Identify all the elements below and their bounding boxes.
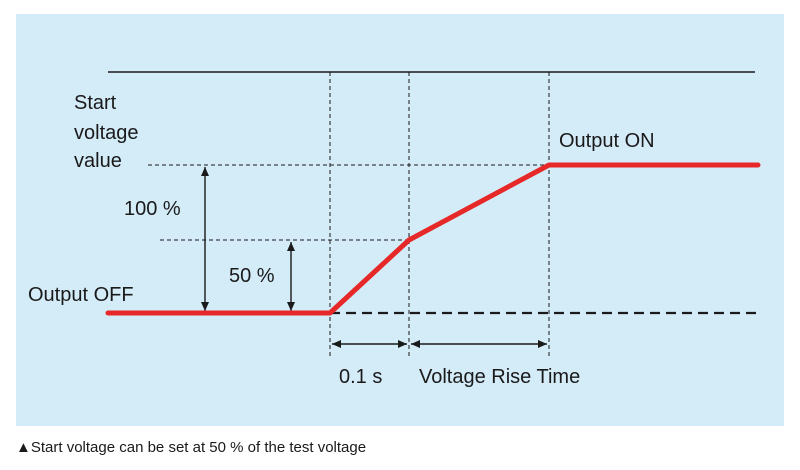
- panel-background: [16, 14, 784, 426]
- label-100-percent: 100 %: [124, 198, 181, 220]
- caption-text: Start voltage can be set at 50 % of the …: [30, 439, 367, 456]
- triangle-marker-icon: ▲: [16, 439, 31, 456]
- label-start-voltage-line2: voltage: [74, 122, 139, 144]
- voltage-waveform: [105, 162, 761, 316]
- label-start-voltage-line3: value: [74, 150, 122, 172]
- label-50-percent: 50 %: [229, 265, 275, 287]
- label-0-1s: 0.1 s: [339, 366, 382, 388]
- label-output-on: Output ON: [559, 130, 655, 152]
- label-start-voltage-line1: Start: [74, 92, 117, 114]
- label-voltage-rise-time: Voltage Rise Time: [419, 366, 580, 388]
- label-output-off: Output OFF: [28, 284, 134, 306]
- caption: ▲Start voltage can be set at 50 % of the…: [16, 439, 366, 456]
